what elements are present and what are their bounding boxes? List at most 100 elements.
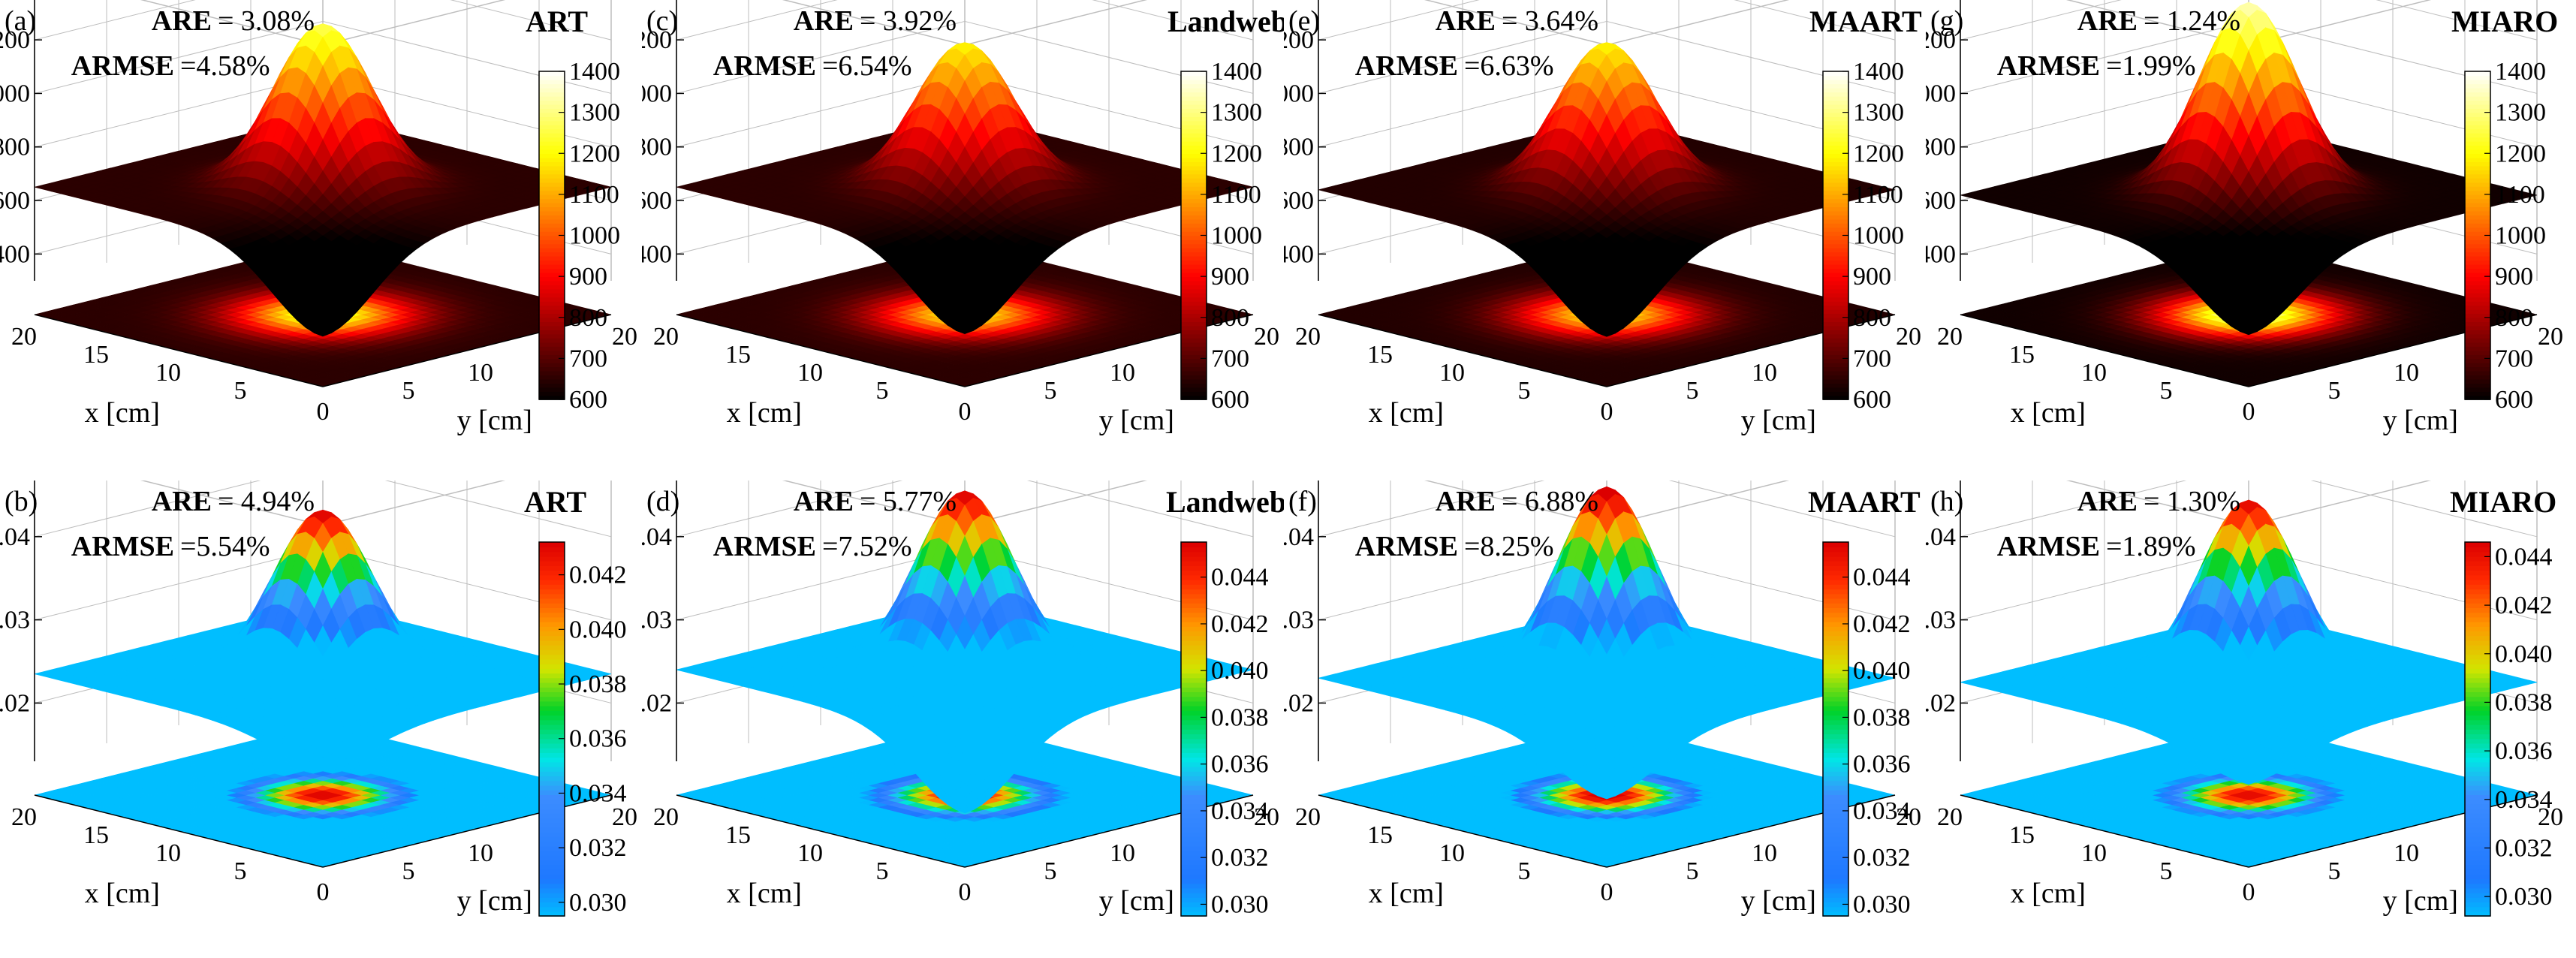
z-tick-label: 1000 xyxy=(642,80,672,107)
surface-mesh xyxy=(1960,499,2538,785)
x-tick-label: 10 xyxy=(155,839,181,867)
z-tick-label: 800 xyxy=(1284,134,1314,161)
metric-2-value: =5.54% xyxy=(180,531,270,562)
y-tick-label: 10 xyxy=(2394,839,2419,867)
colorbar-tick-label: 1100 xyxy=(2495,181,2545,209)
wall-grid xyxy=(34,481,261,538)
metric-2-label: ARMSE xyxy=(713,531,816,562)
panel-h: 0.020.030.040.05Consertration [mol/mol]2… xyxy=(1926,481,2568,958)
y-axis: 5101520y [cm] xyxy=(322,794,637,917)
x-axis-line xyxy=(1960,314,2249,387)
y-tick-label: 10 xyxy=(1752,839,1777,867)
method-title: MAART xyxy=(1808,485,1921,519)
colorbar: 0.030 0.032 0.034 0.036 0.038 0.040 0.042 0.044 xyxy=(1822,541,1911,918)
y-tick-label: 20 xyxy=(2538,323,2563,351)
wall-grid xyxy=(1318,481,1545,538)
colorbar-tick-label: 0.040 xyxy=(2495,640,2553,668)
panel-label: (g) xyxy=(1930,5,1963,37)
surface-mesh xyxy=(1960,2,2538,336)
x-axis-label: x [cm] xyxy=(727,878,802,909)
x-axis-label: x [cm] xyxy=(1369,397,1444,429)
x-tick-label: 5 xyxy=(876,857,889,885)
colorbar-tick-label: 1200 xyxy=(569,140,620,167)
colorbar-tick-label: 1000 xyxy=(2495,222,2546,250)
metric-1-value: = 3.08% xyxy=(218,5,315,37)
colorbar-tick-label: 0.030 xyxy=(1853,890,1911,918)
y-axis-label: y [cm] xyxy=(1741,885,1816,917)
y-tick-label: 20 xyxy=(1896,323,1921,351)
wall-grid xyxy=(1318,20,1607,94)
colorbar-tick-label: 1300 xyxy=(1211,99,1262,127)
y-axis-label: y [cm] xyxy=(1099,885,1174,917)
metric-2-label: ARMSE xyxy=(713,50,816,82)
z-tick-label: 1200 xyxy=(0,26,30,54)
metric-2-value: =1.99% xyxy=(2106,50,2196,82)
colorbar-tick-label: 0.040 xyxy=(569,616,627,643)
x-tick-label: 10 xyxy=(797,839,823,867)
y-tick-label: 5 xyxy=(2328,377,2341,405)
panel-label: (d) xyxy=(646,486,679,517)
method-title: MIARO xyxy=(2450,485,2556,519)
metric-1-value: = 3.64% xyxy=(1502,5,1598,37)
z-axis: 400600800100012001400Temperature [K] xyxy=(1926,0,1968,281)
colorbar-tick-label: 0.038 xyxy=(569,670,627,698)
chart-svg: 0.020.030.040.05Consertration [mol/mol]2… xyxy=(1284,481,1921,918)
colorbar-tick-label: 600 xyxy=(2495,386,2533,414)
method-title: MAART xyxy=(1809,5,1922,38)
chart-svg: 0.020.030.040.05Consertration [mol/mol]2… xyxy=(642,481,1284,918)
x-tick-label: 5 xyxy=(876,377,889,405)
x-tick-label: 10 xyxy=(2081,359,2107,387)
panel-header: (f) MAART ARE = 6.88% ARMSE =8.25% xyxy=(1288,485,1921,562)
colorbar-tick-label: 0.040 xyxy=(1853,657,1911,685)
y-tick-label: 5 xyxy=(1044,377,1057,405)
metric-1-label: ARE xyxy=(2077,5,2138,37)
x-tick-label: 15 xyxy=(725,821,751,849)
colorbar-tick-label: 700 xyxy=(1853,345,1891,372)
wall-grid xyxy=(450,0,612,41)
wall-grid xyxy=(34,547,324,621)
z-tick-label: 0.04 xyxy=(1926,523,1956,551)
colorbar-tick-label: 0.044 xyxy=(1211,564,1269,592)
x-tick-label: 0 xyxy=(959,398,972,426)
x-axis-line xyxy=(34,794,324,868)
panel-d: 0.020.030.040.05Consertration [mol/mol]2… xyxy=(642,481,1284,958)
x-tick-label: 5 xyxy=(1518,857,1531,885)
chart-svg: 400600800100012001400Temperature [K]2015… xyxy=(0,0,637,436)
x-axis: 20 15 10 5 0 x [cm] xyxy=(1295,794,1613,909)
colorbar-tick-label: 0.042 xyxy=(569,562,627,589)
z-tick-label: 600 xyxy=(1284,187,1314,215)
colorbar-tick-label: 0.040 xyxy=(1211,657,1269,685)
colorbar-tick-label: 0.038 xyxy=(2495,688,2553,716)
z-axis: 400600800100012001400Temperature [K] xyxy=(1284,0,1326,281)
wall-grid xyxy=(1318,0,1480,41)
wall-grid xyxy=(676,481,903,538)
z-tick-label: 0.02 xyxy=(1926,689,1956,717)
z-tick-label: 0.03 xyxy=(642,607,672,634)
metric-2-label: ARMSE xyxy=(71,50,174,82)
x-axis-label: x [cm] xyxy=(2011,878,2086,909)
colorbar-tick-label: 0.042 xyxy=(1211,610,1269,638)
metric-1-label: ARE xyxy=(1436,5,1496,37)
metric-2-value: =6.54% xyxy=(822,50,912,82)
x-axis: 20 15 10 5 0 x [cm] xyxy=(11,794,330,909)
colorbar-tick-label: 0.044 xyxy=(1853,564,1911,592)
panel-b: 0.020.030.040.05Consertration [mol/mol]2… xyxy=(0,481,642,958)
colorbar: 600 700 800 900 1000 1100 1200 1300 1400 xyxy=(1180,58,1262,414)
metric-2-label: ARMSE xyxy=(1355,531,1458,562)
z-tick-label: 400 xyxy=(642,240,672,268)
x-axis: 20 15 10 5 0 x [cm] xyxy=(11,314,330,429)
y-tick-label: 20 xyxy=(1254,323,1279,351)
wall-grid xyxy=(1960,0,2122,41)
colorbar-tick-label: 600 xyxy=(569,386,607,414)
y-axis-label: y [cm] xyxy=(2383,885,2458,917)
z-tick-label: 1400 xyxy=(1284,0,1314,1)
colorbar-tick-label: 0.032 xyxy=(2495,834,2553,862)
method-title: ART xyxy=(526,5,588,38)
x-tick-label: 5 xyxy=(2160,377,2173,405)
colorbar-tick-label: 0.032 xyxy=(569,834,627,862)
y-axis-label: y [cm] xyxy=(1741,405,1816,436)
z-tick-label: 600 xyxy=(0,187,30,215)
y-axis-label: y [cm] xyxy=(1099,405,1174,436)
metric-2-label: ARMSE xyxy=(1355,50,1458,82)
y-axis-label: y [cm] xyxy=(457,885,532,917)
